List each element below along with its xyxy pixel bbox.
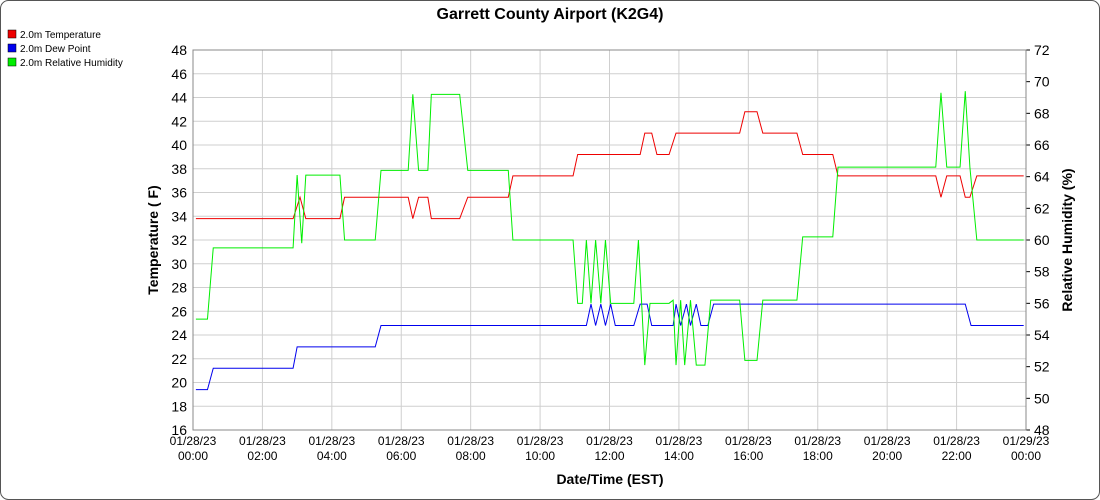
x-axis-title: Date/Time (EST) [556, 471, 663, 487]
plot-border [192, 49, 1027, 431]
x-tick-label: 01/28/23 22:00 [933, 434, 980, 463]
y2-tick-label: 68 [1034, 105, 1050, 121]
x-tick-label: 01/28/23 04:00 [308, 434, 355, 463]
y2-tick-label: 70 [1034, 74, 1050, 90]
y2-tick-label: 50 [1034, 390, 1050, 406]
y-tick-label: 22 [171, 351, 187, 367]
y2-tick-label: 72 [1034, 42, 1050, 58]
y2-tick-label: 54 [1034, 327, 1050, 343]
y2-tick-label: 56 [1034, 295, 1050, 311]
y2-tick-label: 66 [1034, 137, 1050, 153]
y-tick-label: 18 [171, 398, 187, 414]
legend-label: 2.0m Temperature [20, 30, 101, 41]
x-tick-label: 01/28/23 16:00 [725, 434, 772, 463]
y2-tick-label: 60 [1034, 232, 1050, 248]
y-tick-label: 36 [171, 185, 187, 201]
legend-label: 2.0m Dew Point [20, 44, 91, 55]
y-tick-label: 20 [171, 375, 187, 391]
y-tick-label: 34 [171, 208, 187, 224]
x-tick-label: 01/28/23 10:00 [517, 434, 564, 463]
chart-title: Garrett County Airport (K2G4) [437, 6, 664, 23]
x-tick-label: 01/28/23 20:00 [864, 434, 911, 463]
y2-tick-label: 52 [1034, 359, 1050, 375]
y-tick-label: 32 [171, 232, 187, 248]
y-tick-label: 42 [171, 113, 187, 129]
legend-swatch [7, 43, 17, 53]
y-tick-label: 26 [171, 303, 187, 319]
y-axis-title: Temperature ( F) [145, 185, 161, 294]
y-tick-label: 30 [171, 256, 187, 272]
y-tick-label: 28 [171, 280, 187, 296]
x-tick-label: 01/28/23 06:00 [378, 434, 425, 463]
y2-tick-label: 62 [1034, 200, 1050, 216]
x-tick-label: 01/29/23 00:00 [1003, 434, 1050, 463]
y-tick-label: 24 [171, 327, 187, 343]
x-tick-label: 01/28/23 14:00 [656, 434, 703, 463]
y-tick-label: 38 [171, 161, 187, 177]
x-tick-label: 01/28/23 08:00 [447, 434, 494, 463]
legend-swatch [7, 57, 17, 67]
x-tick-label: 01/28/23 00:00 [170, 434, 217, 463]
x-tick-label: 01/28/23 12:00 [586, 434, 633, 463]
y2-tick-label: 48 [1034, 422, 1050, 438]
y-tick-label: 46 [171, 66, 187, 82]
legend-swatch [7, 29, 17, 39]
x-tick-label: 01/28/23 18:00 [794, 434, 841, 463]
y-tick-label: 44 [171, 90, 187, 106]
series-line [195, 111, 1024, 220]
series-line [195, 303, 1024, 391]
y-tick-label: 48 [171, 42, 187, 58]
y2-tick-label: 64 [1034, 169, 1050, 185]
x-tick-label: 01/28/23 02:00 [239, 434, 286, 463]
y2-axis-title: Relative Humidity (%) [1059, 168, 1075, 311]
series-line [195, 91, 1024, 366]
y-tick-label: 40 [171, 137, 187, 153]
y-tick-label: 16 [171, 422, 187, 438]
y2-tick-label: 58 [1034, 264, 1050, 280]
legend-label: 2.0m Relative Humidity [20, 58, 123, 69]
